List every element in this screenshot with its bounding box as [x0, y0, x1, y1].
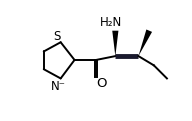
Text: H₂N: H₂N: [100, 16, 122, 30]
Text: N⁻: N⁻: [51, 80, 66, 93]
Text: S: S: [53, 30, 60, 43]
Text: O: O: [96, 77, 107, 90]
Polygon shape: [138, 30, 152, 56]
Polygon shape: [112, 31, 118, 56]
